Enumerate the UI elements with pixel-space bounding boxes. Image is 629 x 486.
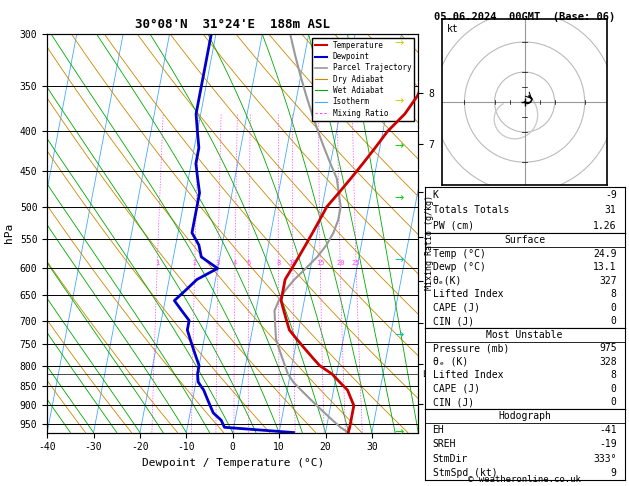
Text: 10: 10 bbox=[289, 260, 297, 265]
Text: CIN (J): CIN (J) bbox=[433, 316, 474, 326]
Text: PW (cm): PW (cm) bbox=[433, 221, 474, 230]
Text: Surface: Surface bbox=[504, 235, 545, 245]
Text: 0: 0 bbox=[611, 398, 616, 407]
Text: Most Unstable: Most Unstable bbox=[486, 330, 563, 340]
Text: CIN (J): CIN (J) bbox=[433, 398, 474, 407]
Text: 2: 2 bbox=[192, 260, 197, 265]
Text: Temp (°C): Temp (°C) bbox=[433, 248, 486, 259]
Text: →: → bbox=[395, 255, 404, 265]
Text: StmDir: StmDir bbox=[433, 453, 468, 464]
Text: Lifted Index: Lifted Index bbox=[433, 289, 503, 299]
Text: 1: 1 bbox=[155, 260, 159, 265]
Text: 0: 0 bbox=[611, 384, 616, 394]
Text: 4: 4 bbox=[233, 260, 237, 265]
Text: 975: 975 bbox=[599, 343, 616, 353]
Y-axis label: km
ASL: km ASL bbox=[450, 233, 468, 255]
Text: 1.26: 1.26 bbox=[593, 221, 616, 230]
Text: →: → bbox=[395, 193, 404, 203]
Text: StmSpd (kt): StmSpd (kt) bbox=[433, 468, 497, 478]
Text: 8: 8 bbox=[611, 370, 616, 381]
Text: -19: -19 bbox=[599, 439, 616, 450]
Y-axis label: hPa: hPa bbox=[4, 223, 14, 243]
Text: Pressure (mb): Pressure (mb) bbox=[433, 343, 509, 353]
Text: 15: 15 bbox=[316, 260, 325, 265]
Text: CAPE (J): CAPE (J) bbox=[433, 384, 479, 394]
Text: →: → bbox=[395, 38, 404, 48]
Text: 25: 25 bbox=[352, 260, 360, 265]
Text: 3: 3 bbox=[216, 260, 220, 265]
Text: Totals Totals: Totals Totals bbox=[433, 205, 509, 215]
Text: 24.9: 24.9 bbox=[593, 248, 616, 259]
Text: K: K bbox=[433, 190, 438, 200]
Text: 0: 0 bbox=[611, 316, 616, 326]
Text: 0: 0 bbox=[611, 303, 616, 313]
Text: LCL: LCL bbox=[423, 369, 437, 379]
Text: θₑ(K): θₑ(K) bbox=[433, 276, 462, 286]
Text: kt: kt bbox=[447, 24, 459, 35]
Text: -41: -41 bbox=[599, 425, 616, 435]
Text: Lifted Index: Lifted Index bbox=[433, 370, 503, 381]
Text: © weatheronline.co.uk: © weatheronline.co.uk bbox=[468, 474, 581, 484]
Text: 327: 327 bbox=[599, 276, 616, 286]
X-axis label: Dewpoint / Temperature (°C): Dewpoint / Temperature (°C) bbox=[142, 458, 324, 468]
Text: →: → bbox=[395, 428, 404, 437]
Text: SREH: SREH bbox=[433, 439, 456, 450]
Text: -9: -9 bbox=[605, 190, 616, 200]
Text: Hodograph: Hodograph bbox=[498, 411, 551, 421]
Text: 13.1: 13.1 bbox=[593, 262, 616, 272]
Text: EH: EH bbox=[433, 425, 444, 435]
Text: 333°: 333° bbox=[593, 453, 616, 464]
Text: →: → bbox=[395, 141, 404, 151]
Text: →: → bbox=[395, 330, 404, 340]
Text: Mixing Ratio (g/kg): Mixing Ratio (g/kg) bbox=[425, 195, 434, 291]
Title: 30°08'N  31°24'E  188m ASL: 30°08'N 31°24'E 188m ASL bbox=[135, 18, 330, 32]
Text: 9: 9 bbox=[611, 468, 616, 478]
Text: 8: 8 bbox=[611, 289, 616, 299]
Text: 31: 31 bbox=[605, 205, 616, 215]
Text: 5: 5 bbox=[247, 260, 251, 265]
Legend: Temperature, Dewpoint, Parcel Trajectory, Dry Adiabat, Wet Adiabat, Isotherm, Mi: Temperature, Dewpoint, Parcel Trajectory… bbox=[312, 38, 415, 121]
Text: 05.06.2024  00GMT  (Base: 06): 05.06.2024 00GMT (Base: 06) bbox=[434, 12, 615, 22]
Text: CAPE (J): CAPE (J) bbox=[433, 303, 479, 313]
Text: Dewp (°C): Dewp (°C) bbox=[433, 262, 486, 272]
Text: →: → bbox=[395, 96, 404, 106]
Text: 20: 20 bbox=[336, 260, 345, 265]
Text: θₑ (K): θₑ (K) bbox=[433, 357, 468, 367]
Text: 8: 8 bbox=[276, 260, 281, 265]
Text: 328: 328 bbox=[599, 357, 616, 367]
